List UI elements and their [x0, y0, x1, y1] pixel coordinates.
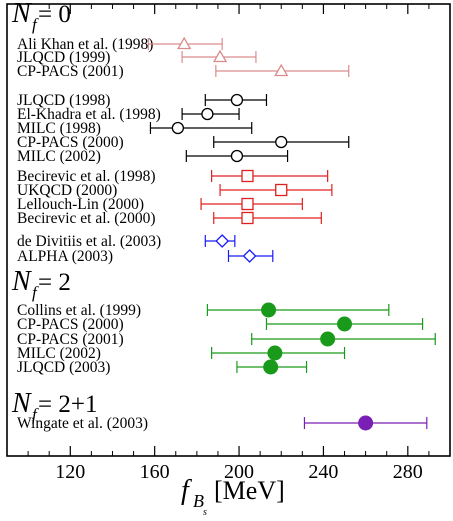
x-tick-label: 160: [140, 461, 170, 483]
data-point-filled: [321, 332, 335, 346]
data-point-square: [242, 199, 253, 210]
data-point-triangle: [214, 51, 226, 62]
data-point-circle: [231, 95, 242, 106]
entry-label: MILC (2002): [17, 148, 101, 165]
x-tick-label: 120: [55, 461, 85, 483]
data-point-filled: [262, 303, 276, 317]
x-axis-title-main: f: [181, 475, 192, 506]
section-label-main: N: [11, 0, 32, 29]
data-point-filled: [359, 416, 373, 430]
entry-label: Becirevic et al. (2000): [17, 210, 156, 227]
section-label-rest: = 2: [38, 269, 71, 296]
x-axis-title: f B s [MeV]: [181, 475, 285, 516]
data-point-circle: [202, 109, 213, 120]
entry-label: CP-PACS (2001): [17, 63, 124, 80]
data-point-triangle: [178, 38, 190, 49]
data-point-filled: [268, 346, 282, 360]
data-point-circle: [231, 151, 242, 162]
section-label-main: N: [11, 388, 32, 419]
data-point-filled: [264, 360, 278, 374]
data-point-square: [242, 213, 253, 224]
x-tick-label: 240: [308, 461, 338, 483]
section-label-main: N: [11, 266, 32, 297]
chart-marks: Ali Khan et al. (1998)JLQCD (1999)CP-PAC…: [17, 36, 435, 432]
data-point-diamond: [216, 235, 228, 247]
data-point-filled: [338, 317, 352, 331]
x-axis-title-subsub: s: [203, 507, 207, 516]
x-tick-label: 280: [393, 461, 423, 483]
section-label-rest: = 2+1: [38, 391, 97, 418]
data-point-circle: [276, 137, 287, 148]
data-point-diamond: [244, 250, 256, 262]
entry-label: ALPHA (2003): [17, 248, 113, 265]
data-point-square: [242, 171, 253, 182]
data-point-triangle: [275, 65, 287, 76]
entry-label: JLQCD (2003): [17, 359, 110, 376]
data-point-square: [276, 185, 287, 196]
section-label-rest: = 0: [38, 1, 71, 28]
x-axis-title-unit: [MeV]: [214, 476, 285, 505]
data-point-circle: [172, 123, 183, 134]
